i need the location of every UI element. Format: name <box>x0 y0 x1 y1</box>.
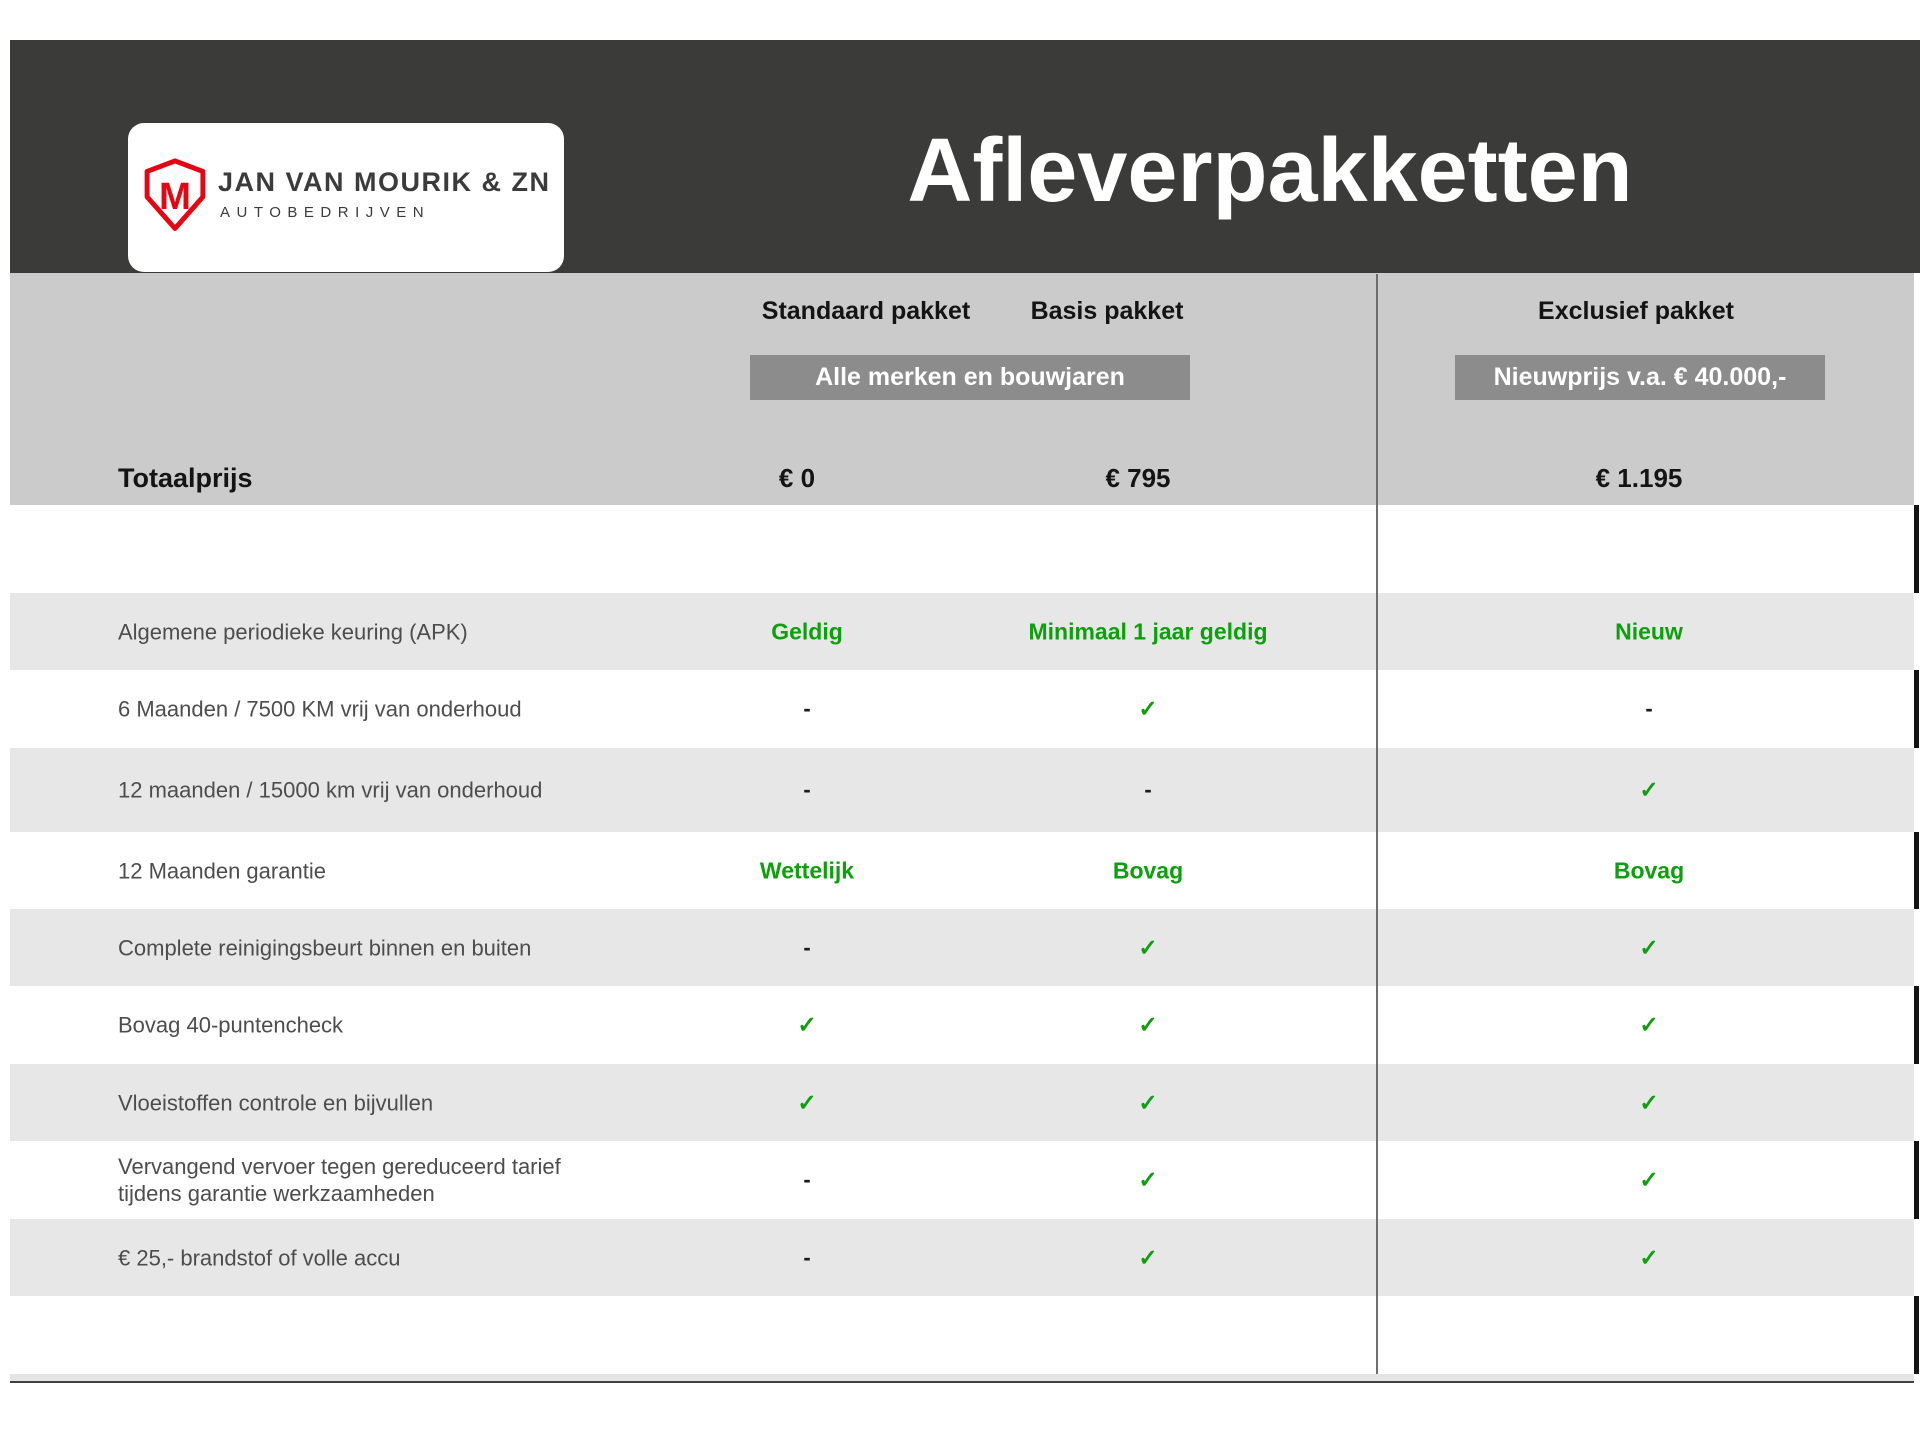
row-value-basis: ✓ <box>1138 695 1158 722</box>
table-row: 12 maanden / 15000 km vrij van onderhoud… <box>10 748 1914 832</box>
page-title: Afleverpakketten <box>907 121 1633 221</box>
totaalprijs-standaard: € 0 <box>778 463 816 493</box>
m-shield-icon: M <box>144 158 206 231</box>
column-header-exclusief: Exclusief pakket <box>1538 297 1734 325</box>
row-label: Bovag 40-puntencheck <box>118 1012 344 1038</box>
row-value-exclusief: ✓ <box>1639 934 1659 960</box>
right-edge-mark <box>1914 505 1919 593</box>
row-label: 12 maanden / 15000 km vrij van onderhoud <box>118 777 543 803</box>
row-value-basis: ✓ <box>1138 1089 1158 1115</box>
column-header-standaard: Standaard pakket <box>761 297 971 325</box>
row-value-standaard: ✓ <box>797 1011 817 1038</box>
table-row: Vloeistoffen controle en bijvullen ✓ ✓ ✓ <box>10 1064 1914 1141</box>
row-label: 6 Maanden / 7500 KM vrij van onderhoud <box>118 696 522 722</box>
table-row: Algemene periodieke keuring (APK) Geldig… <box>10 593 1914 670</box>
right-edge-mark <box>1914 1141 1919 1219</box>
table-row: 12 Maanden garantie Wettelijk Bovag Bova… <box>10 832 1914 909</box>
row-value-exclusief: ✓ <box>1639 1011 1659 1038</box>
totaalprijs-label: Totaalprijs <box>118 463 253 493</box>
row-value-basis: ✓ <box>1138 1166 1158 1193</box>
row-label: Complete reinigingsbeurt binnen en buite… <box>118 935 532 960</box>
svg-text:M: M <box>159 175 191 218</box>
row-value-standaard: - <box>803 1167 811 1192</box>
table-row: 6 Maanden / 7500 KM vrij van onderhoud -… <box>10 670 1914 748</box>
badge-nieuwprijs: Nieuwprijs v.a. € 40.000,- <box>1455 355 1825 400</box>
table-bottom-border <box>10 1374 1914 1383</box>
row-value-exclusief: ✓ <box>1639 1166 1659 1193</box>
row-value-standaard: - <box>803 934 811 960</box>
company-name: JAN VAN MOURIK & ZN <box>218 167 551 197</box>
table-row: Bovag 40-puntencheck ✓ ✓ ✓ <box>10 986 1914 1064</box>
row-value-basis: Minimaal 1 jaar geldig <box>1028 618 1268 644</box>
right-edge-mark <box>1914 986 1919 1064</box>
row-value-standaard: - <box>803 1244 811 1270</box>
row-value-basis: ✓ <box>1138 1244 1158 1270</box>
row-value-exclusief: ✓ <box>1639 1089 1659 1115</box>
row-value-exclusief: ✓ <box>1639 1244 1659 1270</box>
row-label: Vloeistoffen controle en bijvullen <box>118 1090 434 1115</box>
right-edge-mark <box>1914 832 1919 909</box>
row-value-standaard: Wettelijk <box>759 857 855 883</box>
row-value-basis: ✓ <box>1138 1011 1158 1038</box>
row-value-standaard: - <box>803 777 811 802</box>
badge-alle-merken: Alle merken en bouwjaren <box>750 355 1190 400</box>
page-header: M JAN VAN MOURIK & ZN AUTOBEDRIJVEN Afle… <box>10 40 1920 273</box>
row-label: Algemene periodieke keuring (APK) <box>118 619 468 644</box>
column-header-basis: Basis pakket <box>1030 297 1184 325</box>
row-value-standaard: Geldig <box>771 618 843 644</box>
row-value-exclusief: Nieuw <box>1615 618 1683 644</box>
row-label: Vervangend vervoer tegen gereduceerd tar… <box>118 1154 561 1206</box>
company-logo: M JAN VAN MOURIK & ZN AUTOBEDRIJVEN <box>128 123 564 272</box>
row-label: € 25,- brandstof of volle accu <box>118 1245 401 1270</box>
table-row: € 25,- brandstof of volle accu - ✓ ✓ <box>10 1219 1914 1296</box>
table-row: Vervangend vervoer tegen gereduceerd tar… <box>10 1141 1914 1219</box>
row-value-basis: ✓ <box>1138 934 1158 960</box>
row-value-basis: - <box>1144 777 1152 802</box>
row-value-exclusief: Bovag <box>1613 857 1685 883</box>
row-value-exclusief: ✓ <box>1639 776 1659 803</box>
table-row: Complete reinigingsbeurt binnen en buite… <box>10 909 1914 986</box>
row-value-standaard: ✓ <box>797 1089 817 1115</box>
column-divider <box>1376 274 1378 1383</box>
row-value-basis: Bovag <box>1112 857 1184 883</box>
row-value-exclusief: - <box>1645 696 1653 721</box>
right-edge-mark <box>1914 1296 1919 1374</box>
row-value-standaard: - <box>803 696 811 721</box>
company-subtitle: AUTOBEDRIJVEN <box>220 204 431 221</box>
totaalprijs-exclusief: € 1.195 <box>1595 463 1683 493</box>
row-label: 12 Maanden garantie <box>118 858 326 883</box>
totaalprijs-basis: € 795 <box>1105 463 1171 493</box>
right-edge-mark <box>1914 670 1919 748</box>
